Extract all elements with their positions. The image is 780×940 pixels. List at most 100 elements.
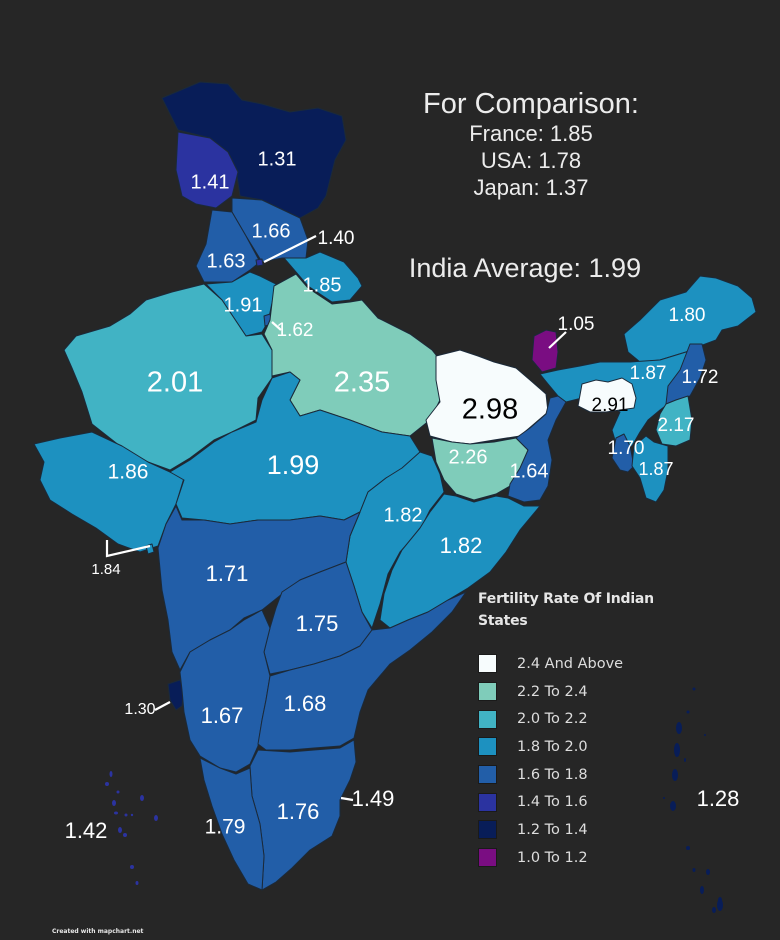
label-delhi: 1.62 [277,320,314,341]
legend-entry: 1.0 To 1.2 [478,844,688,872]
leader-line-sikkim [548,331,567,349]
leader-line-chandigarh [263,235,317,263]
label-assam: 1.87 [630,363,667,384]
island-mark [135,881,139,885]
label-himachal: 1.41 [191,171,230,193]
region-west-bengal [507,395,567,503]
credit-text: Created with mapchart.net [52,928,144,935]
island-mark [684,758,686,762]
legend-entry: 2.0 To 2.2 [478,705,688,733]
leader-line-dadra-daman-diu [105,540,151,558]
label-bihar: 2.98 [462,394,518,426]
island-mark [663,797,665,799]
region-manipur [655,395,693,447]
island-mark [670,801,676,811]
legend-label: 1.4 To 1.6 [517,794,588,811]
legend-label: 2.4 And Above [517,655,624,672]
island-mark [116,790,120,794]
region-rajasthan [63,283,273,471]
label-nagaland: 1.72 [682,367,719,388]
label-puducherry: 1.49 [352,786,395,811]
label-haryana: 1.91 [224,294,263,316]
comparison-usa: USA: 1.78 [480,148,582,173]
leader-line-delhi [271,321,282,331]
legend-label: 1.0 To 1.2 [517,849,588,866]
region-andaman-nicobar [663,687,723,913]
region-odisha [379,493,541,629]
label-mizoram: 1.87 [638,459,673,479]
label-andhra-pradesh: 1.68 [284,691,327,716]
island-mark [130,865,134,869]
island-mark [712,907,716,913]
label-jharkhand: 2.26 [449,446,488,468]
island-mark [130,813,134,817]
island-mark [112,800,116,806]
island-mark [105,782,109,786]
comparison-japan: Japan: 1.37 [473,175,589,200]
region-andhra-pradesh [257,591,467,751]
label-meghalaya: 2.91 [592,395,629,416]
island-mark [109,771,113,777]
legend-entry: 1.2 To 1.4 [478,816,688,844]
legend-entry: 2.2 To 2.4 [478,678,688,706]
label-sikkim: 1.05 [558,314,595,335]
legend-label: 1.2 To 1.4 [517,821,588,838]
region-meghalaya [577,377,637,413]
label-tripura: 1.70 [608,438,645,459]
island-mark [118,827,122,833]
island-mark [124,813,128,817]
label-gujarat: 1.86 [108,461,149,484]
region-himachal [175,131,239,209]
legend-label: 2.2 To 2.4 [517,683,588,700]
island-mark [672,769,678,781]
label-uttarakhand-north: 1.66 [252,220,291,242]
region-chandigarh [255,258,264,267]
legend-entries: 2.4 And Above 2.2 To 2.4 2.0 To 2.2 1.8 … [478,650,688,872]
island-mark [154,815,158,821]
legend-entry: 1.6 To 1.8 [478,761,688,789]
region-sikkim [531,329,559,373]
label-jammu-kashmir-ladakh: 1.31 [258,148,297,170]
label-madhya-pradesh: 1.99 [267,450,320,480]
label-tamil-nadu: 1.76 [277,799,320,824]
label-kerala: 1.79 [205,816,246,839]
legend-swatch [478,765,497,785]
comparison-france: France: 1.85 [469,121,593,146]
leader-lines [105,235,567,802]
island-mark [717,899,723,911]
island-mark [692,868,696,872]
legend-swatch [478,737,497,757]
label-chhattisgarh: 1.82 [384,504,423,526]
region-labels: 1.31 1.41 1.66 1.63 1.40 1.85 1.91 1.62 2.01 2.35… [65,148,740,843]
label-uttar-pradesh: 2.35 [334,367,390,399]
region-mizoram [631,435,669,503]
region-dadra-daman-diu [145,543,155,555]
label-dadra-daman-diu: 1.84 [91,561,120,578]
india-average: India Average: 1.99 [408,253,642,283]
comparison-panel: For Comparison: France: 1.85 USA: 1.78 J… [396,88,666,201]
label-lakshadweep: 1.42 [65,818,108,843]
label-andaman-nicobar: 1.28 [697,786,740,811]
label-chandigarh: 1.40 [318,228,355,249]
island-mark [692,687,696,691]
region-lakshadweep [105,771,158,885]
region-punjab [195,209,261,283]
legend: Fertility Rate Of Indian States 2.4 And … [478,588,688,872]
legend-label: 2.0 To 2.2 [517,711,588,728]
island-mark [674,743,680,757]
legend-swatch [478,654,497,674]
label-odisha: 1.82 [440,533,483,558]
legend-entry: 2.4 And Above [478,650,688,678]
legend-swatch [478,848,497,868]
leader-line-puducherry [340,796,354,802]
label-telangana: 1.75 [296,611,339,636]
island-mark [706,869,710,875]
label-uttarakhand: 1.85 [303,274,342,296]
island-mark [123,833,127,837]
regions-layer [33,81,757,913]
legend-entry: 1.8 To 2.0 [478,733,688,761]
label-rajasthan: 2.01 [147,367,203,399]
legend-title: Fertility Rate Of Indian States [478,591,654,629]
label-goa: 1.30 [124,701,155,718]
